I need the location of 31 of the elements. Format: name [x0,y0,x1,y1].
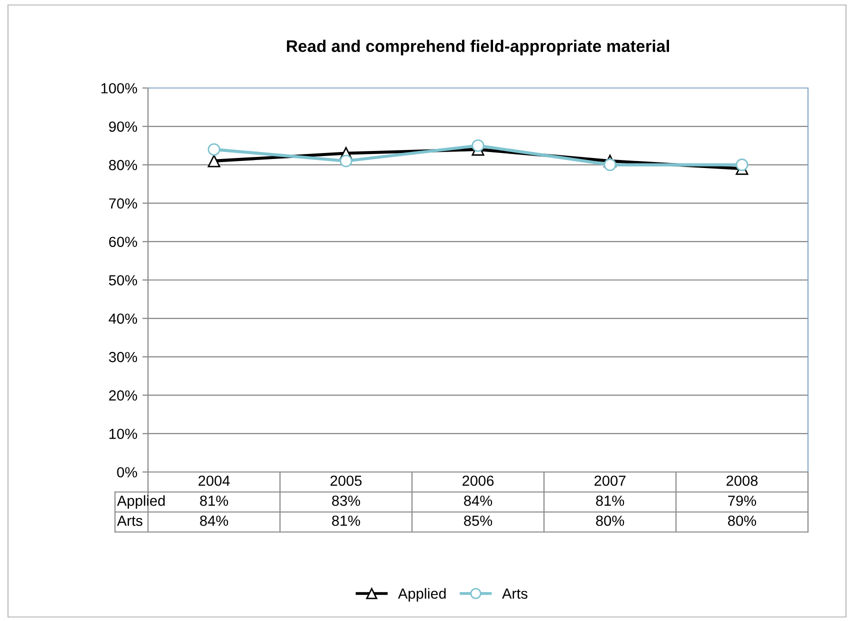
x-tick-label: 2007 [594,476,626,486]
data-label: 85% [464,516,492,526]
y-tick-label: 60% [109,236,138,248]
data-label: 80% [728,516,756,526]
chart-title: Read and comprehend field-appropriate material [286,40,670,56]
x-tick-label: 2006 [462,476,494,486]
legend-label: Arts [502,588,528,599]
y-tick-label: 40% [108,314,138,324]
data-label: 83% [332,496,360,506]
y-tick-label: 70% [109,198,138,209]
x-tick-label: 2005 [330,476,362,486]
y-tick-label: 20% [109,390,138,401]
data-label: 81% [332,516,360,526]
y-tick-label: 50% [108,275,138,286]
text: Applied [117,495,165,509]
data-label: 80% [596,516,624,526]
data-label: 81% [200,496,228,506]
y-tick-label: 90% [109,122,138,132]
x-tick-label: 2004 [198,476,230,486]
y-tick-label: 10% [110,428,138,440]
y-tick-label: 80% [109,160,138,170]
x-tick-label: 2008 [726,476,758,486]
legend-label: Applied [398,588,446,602]
y-tick-label: 100% [101,83,138,94]
data-label: 79% [728,496,756,506]
y-tick-label: 0% [117,467,138,478]
text: Arts [117,516,142,526]
data-label: 84% [464,496,492,506]
data-label: 81% [596,496,624,506]
data-label: 84% [200,516,228,526]
y-tick-label: 30% [108,352,138,362]
